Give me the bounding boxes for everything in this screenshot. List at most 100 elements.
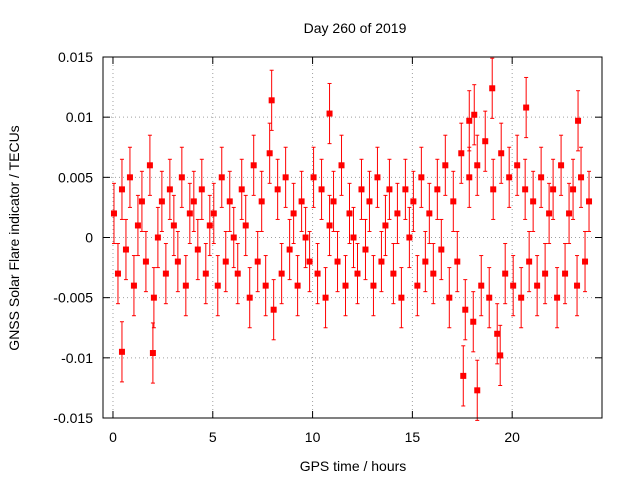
data-point — [178, 174, 185, 181]
data-point — [162, 270, 169, 277]
data-point — [406, 234, 413, 241]
data-point — [566, 210, 573, 217]
data-point — [550, 186, 557, 193]
data-point — [274, 186, 281, 193]
data-point — [562, 270, 569, 277]
data-point — [298, 198, 305, 205]
data-point — [518, 294, 525, 301]
data-point — [186, 210, 193, 217]
data-point — [471, 111, 478, 118]
data-point — [174, 258, 181, 265]
data-point — [514, 162, 521, 169]
data-point — [286, 246, 293, 253]
x-tick-labels: 0 5 10 15 20 — [109, 429, 520, 445]
data-point — [474, 387, 481, 394]
data-point — [154, 234, 161, 241]
data-point — [158, 198, 165, 205]
data-point — [474, 162, 481, 169]
data-point — [230, 234, 237, 241]
x-tick-label: 0 — [109, 429, 117, 445]
data-point — [378, 258, 385, 265]
data-point — [374, 174, 381, 181]
data-point — [234, 270, 241, 277]
y-tick-label: -0.01 — [61, 350, 93, 366]
y-tick-labels: -0.015 -0.01 -0.005 0 0.005 0.01 0.015 — [53, 49, 93, 426]
data-point — [214, 282, 221, 289]
data-point — [278, 270, 285, 277]
data-point — [270, 306, 277, 313]
data-point — [218, 174, 225, 181]
x-tick-label: 20 — [504, 429, 520, 445]
data-point — [466, 117, 473, 124]
data-point — [290, 210, 297, 217]
data-point — [202, 270, 209, 277]
data-point — [366, 198, 373, 205]
data-point — [134, 222, 141, 229]
data-point — [422, 258, 429, 265]
y-tick-label: 0.015 — [58, 49, 93, 65]
data-point — [426, 210, 433, 217]
data-point — [166, 186, 173, 193]
data-point — [210, 210, 217, 217]
data-point — [502, 270, 509, 277]
data-point — [390, 270, 397, 277]
data-point — [434, 186, 441, 193]
data-point — [198, 186, 205, 193]
x-tick-label: 10 — [305, 429, 321, 445]
y-tick-label: 0.005 — [58, 169, 93, 185]
data-point — [238, 186, 245, 193]
data-point — [418, 174, 425, 181]
y-tick-label: -0.015 — [53, 410, 93, 426]
data-point — [142, 258, 149, 265]
data-point — [586, 198, 593, 205]
chart-title: Day 260 of 2019 — [304, 20, 407, 36]
data-point — [334, 258, 341, 265]
data-point — [530, 198, 537, 205]
data-point — [246, 294, 253, 301]
data-point — [490, 186, 497, 193]
data-point — [310, 174, 317, 181]
data-point — [458, 150, 465, 157]
data-point — [326, 222, 333, 229]
data-point — [338, 162, 345, 169]
y-tick-label: -0.005 — [53, 290, 93, 306]
data-point — [486, 294, 493, 301]
data-point — [430, 270, 437, 277]
data-point — [138, 198, 145, 205]
data-point — [574, 282, 581, 289]
data-point — [122, 246, 129, 253]
data-point — [523, 104, 530, 111]
data-point — [130, 282, 137, 289]
data-point — [362, 246, 369, 253]
data-point — [394, 210, 401, 217]
data-point — [306, 258, 313, 265]
grid — [103, 57, 602, 418]
x-axis-label: GPS time / hours — [300, 458, 407, 474]
data-point — [226, 198, 233, 205]
data-point — [110, 210, 117, 217]
data-point — [182, 282, 189, 289]
data-point — [268, 97, 275, 104]
data-point — [146, 162, 153, 169]
data-point — [494, 330, 501, 337]
data-point — [250, 162, 257, 169]
data-point — [194, 246, 201, 253]
data-point — [114, 270, 121, 277]
data-point — [402, 186, 409, 193]
data-point — [342, 282, 349, 289]
x-tick-label: 5 — [209, 429, 217, 445]
data-point — [460, 372, 467, 379]
y-tick-label: 0.01 — [66, 109, 93, 125]
data-point — [206, 222, 213, 229]
data-point — [346, 210, 353, 217]
data-point — [242, 222, 249, 229]
data-point — [542, 270, 549, 277]
data-point — [575, 117, 582, 124]
data-point — [222, 258, 229, 265]
data-point — [254, 258, 261, 265]
data-point — [126, 174, 133, 181]
data-point — [410, 198, 417, 205]
data-point — [326, 110, 333, 117]
data-point — [466, 174, 473, 181]
data-point — [526, 258, 533, 265]
